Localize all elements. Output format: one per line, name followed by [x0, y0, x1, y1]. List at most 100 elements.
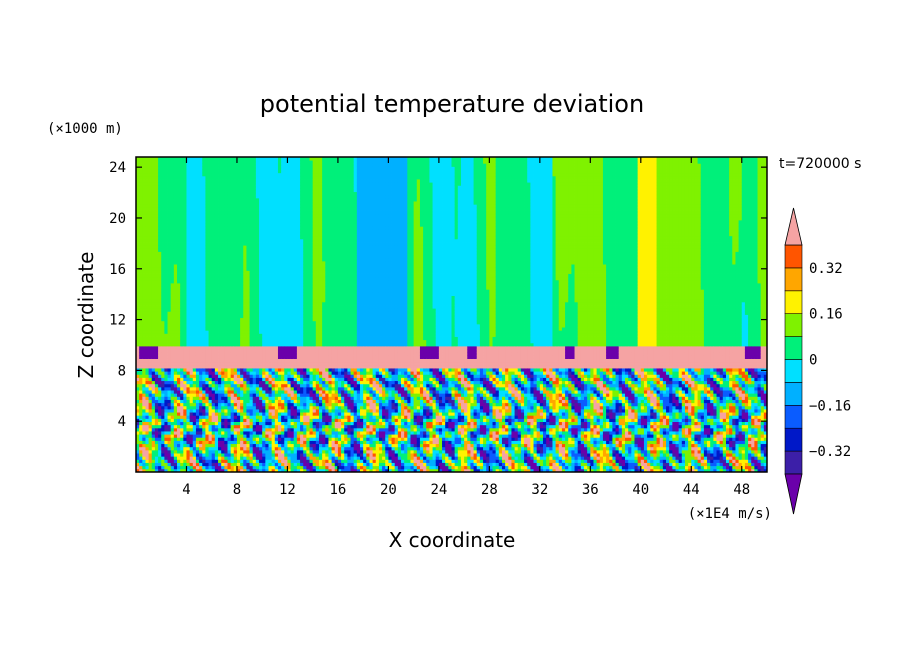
field-cell: [139, 315, 143, 319]
field-cell: [180, 211, 184, 215]
field-cell: [164, 434, 168, 438]
field-cell: [164, 163, 168, 167]
field-cell: [186, 176, 190, 180]
field-cell: [158, 403, 162, 407]
field-cell: [139, 327, 143, 331]
field-cell: [183, 418, 187, 422]
field-cell: [139, 170, 143, 174]
field-cell: [155, 201, 159, 205]
field-cell: [174, 185, 178, 189]
field-cell: [186, 390, 190, 394]
field-cell: [142, 415, 146, 419]
field-cell: [180, 296, 184, 300]
field-cell: [164, 166, 168, 170]
field-cell: [149, 220, 153, 224]
field-cell: [145, 450, 149, 454]
field-cell: [142, 166, 146, 170]
field-cell: [190, 214, 194, 218]
field-cell: [190, 217, 194, 221]
field-cell: [145, 327, 149, 331]
field-cell: [171, 371, 175, 375]
field-cell: [139, 343, 143, 347]
field-cell: [145, 252, 149, 256]
field-cell: [183, 447, 187, 451]
field-cell: [139, 447, 143, 451]
field-cell: [149, 211, 153, 215]
field-cell: [183, 381, 187, 385]
field-cell: [161, 242, 165, 246]
field-cell: [139, 355, 143, 359]
field-cell: [190, 343, 194, 347]
field-cell: [177, 318, 181, 322]
field-cell: [168, 425, 172, 429]
field-cell: [177, 220, 181, 224]
field-cell: [190, 277, 194, 281]
field-cell: [177, 311, 181, 315]
field-cell: [190, 359, 194, 363]
field-cell: [139, 252, 143, 256]
field-cell: [171, 447, 175, 451]
field-cell: [180, 220, 184, 224]
field-cell: [152, 352, 156, 356]
field-cell: [177, 223, 181, 227]
field-cell: [180, 239, 184, 243]
field-cell: [186, 327, 190, 331]
field-cell: [139, 274, 143, 278]
field-cell: [168, 384, 172, 388]
field-cell: [174, 349, 178, 353]
field-cell: [139, 220, 143, 224]
field-cell: [158, 447, 162, 451]
field-cell: [168, 466, 172, 470]
field-cell: [149, 204, 153, 208]
field-cell: [139, 346, 143, 350]
field-cell: [142, 185, 146, 189]
field-cell: [186, 453, 190, 457]
field-cell: [174, 252, 178, 256]
field-cell: [139, 340, 143, 344]
field-cell: [190, 255, 194, 259]
field-cell: [158, 349, 162, 353]
field-cell: [190, 415, 194, 419]
field-cell: [186, 409, 190, 413]
field-cell: [180, 166, 184, 170]
field-cell: [180, 359, 184, 363]
field-cell: [180, 371, 184, 375]
field-cell: [180, 374, 184, 378]
field-cell: [145, 437, 149, 441]
field-cell: [149, 173, 153, 177]
field-cell: [155, 434, 159, 438]
field-cell: [145, 264, 149, 268]
field-cell: [149, 311, 153, 315]
field-cell: [161, 192, 165, 196]
field-cell: [161, 201, 165, 205]
field-cell: [168, 444, 172, 448]
field-cell: [149, 179, 153, 183]
field-cell: [174, 245, 178, 249]
field-cell: [171, 466, 175, 470]
field-cell: [164, 195, 168, 199]
field-cell: [171, 296, 175, 300]
field-cell: [155, 337, 159, 341]
field-cell: [174, 233, 178, 237]
field-cell: [158, 459, 162, 463]
field-cell: [171, 192, 175, 196]
field-cell: [145, 185, 149, 189]
field-cell: [152, 245, 156, 249]
field-cell: [168, 289, 172, 293]
field-cell: [183, 207, 187, 211]
field-cell: [168, 450, 172, 454]
field-cell: [180, 245, 184, 249]
field-cell: [155, 289, 159, 293]
field-cell: [145, 425, 149, 429]
field-cell: [152, 400, 156, 404]
field-cell: [158, 176, 162, 180]
field-cell: [139, 185, 143, 189]
field-cell: [174, 378, 178, 382]
field-cell: [171, 431, 175, 435]
field-cell: [145, 236, 149, 240]
field-cell: [183, 318, 187, 322]
field-cell: [171, 274, 175, 278]
field-cell: [164, 292, 168, 296]
field-cell: [168, 255, 172, 259]
field-cell: [158, 463, 162, 467]
